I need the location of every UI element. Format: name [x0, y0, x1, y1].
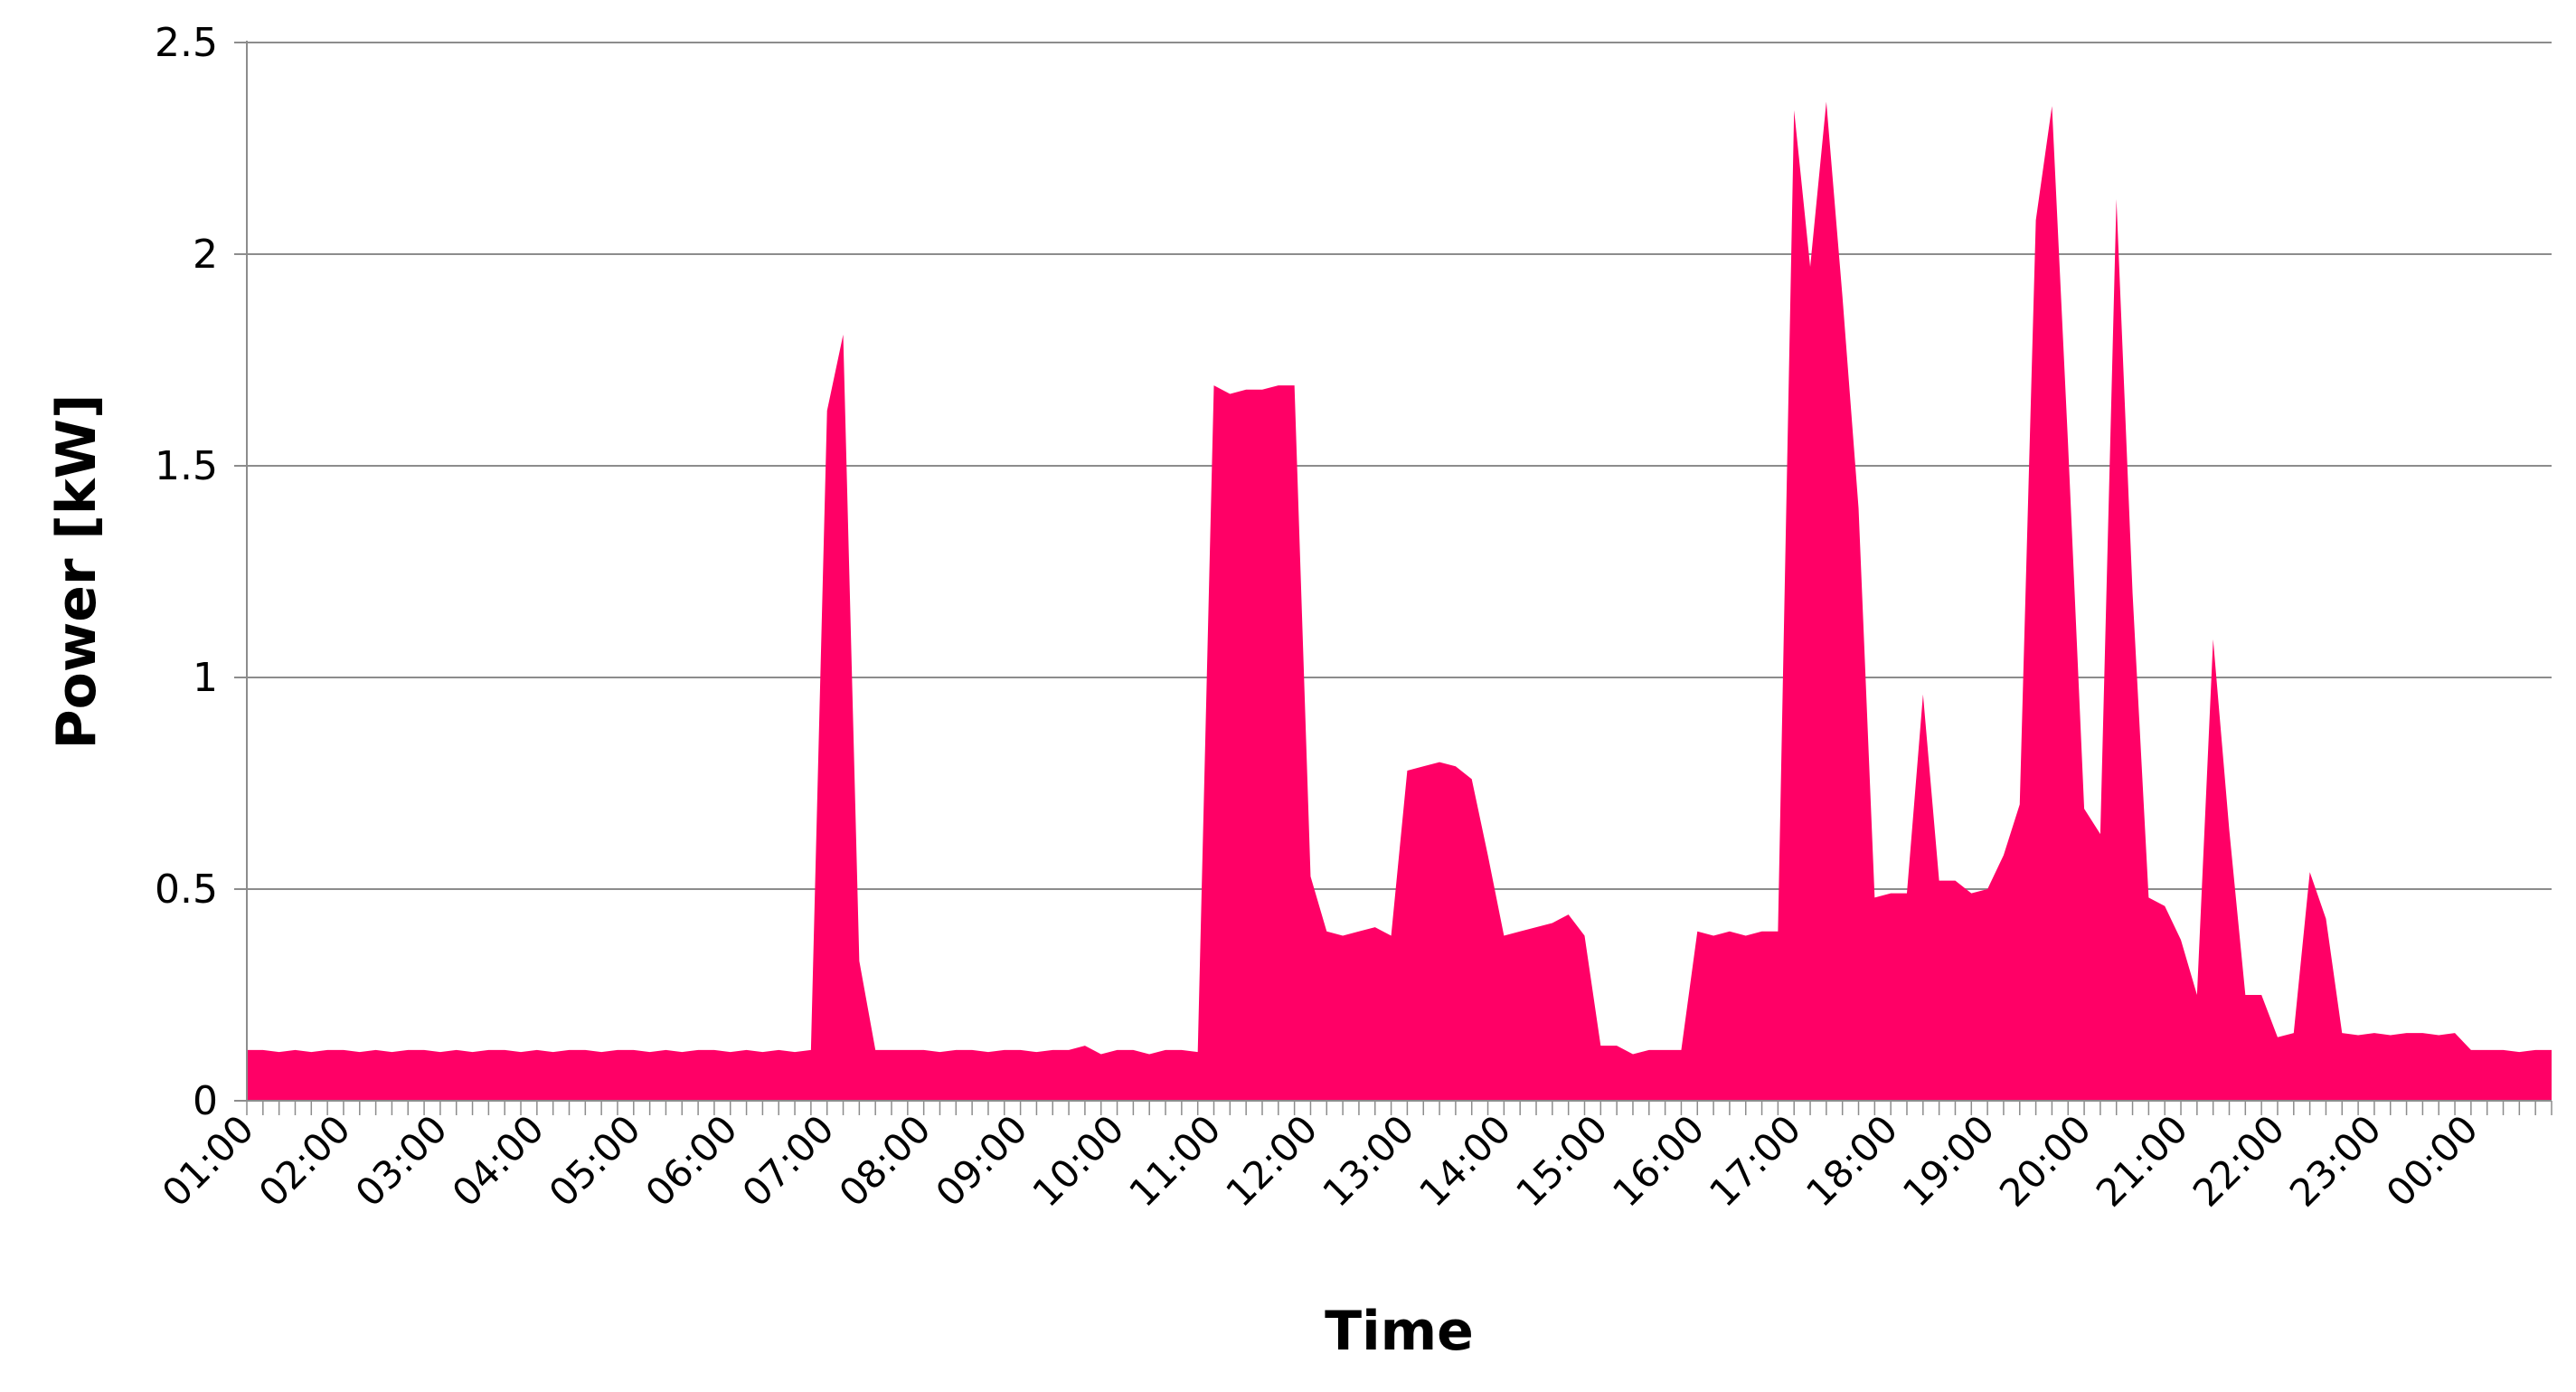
- gridlines: [247, 42, 2552, 890]
- x-tick-label-9: 10:00: [1024, 1106, 1132, 1215]
- x-axis-title: Time: [1325, 1300, 1474, 1363]
- x-tick-label-8: 09:00: [927, 1106, 1035, 1215]
- x-tick-label-2: 03:00: [347, 1106, 456, 1215]
- axes: [234, 41, 2552, 1115]
- x-tick-label-20: 21:00: [2088, 1106, 2196, 1215]
- x-tick-label-4: 05:00: [541, 1106, 649, 1215]
- x-tick-label-17: 18:00: [1798, 1106, 1906, 1215]
- y-tick-labels: 0 0.5 1 1.5 2 2.5: [155, 20, 218, 1124]
- x-tick-label-7: 08:00: [830, 1106, 939, 1215]
- y-tick-label-0: 0: [193, 1078, 218, 1124]
- y-tick-label-1: 0.5: [155, 866, 218, 913]
- y-tick-label-3: 1.5: [155, 443, 218, 489]
- x-tick-labels: 01:0002:0003:0004:0005:0006:0007:0008:00…: [154, 1106, 2486, 1215]
- x-tick-label-19: 20:00: [1991, 1106, 2099, 1215]
- x-tick-label-10: 11:00: [1120, 1106, 1229, 1215]
- x-tick-label-5: 06:00: [637, 1106, 746, 1215]
- x-tick-label-21: 22:00: [2184, 1106, 2293, 1215]
- x-tick-label-15: 16:00: [1604, 1106, 1713, 1215]
- x-tick-label-22: 23:00: [2281, 1106, 2390, 1215]
- power-area: [247, 101, 2552, 1101]
- y-axis-title: Power [kW]: [45, 394, 109, 750]
- y-tick-label-4: 2: [193, 232, 218, 278]
- x-tick-label-23: 00:00: [2378, 1106, 2486, 1215]
- x-tick-label-1: 02:00: [250, 1106, 359, 1215]
- x-tick-label-12: 13:00: [1314, 1106, 1422, 1215]
- x-tick-label-14: 15:00: [1507, 1106, 1616, 1215]
- x-tick-label-11: 12:00: [1217, 1106, 1326, 1215]
- x-tick-label-6: 07:00: [734, 1106, 843, 1215]
- y-tick-label-5: 2.5: [155, 20, 218, 66]
- x-tick-label-3: 04:00: [444, 1106, 552, 1215]
- x-tick-label-13: 14:00: [1411, 1106, 1519, 1215]
- area-series: [247, 101, 2552, 1101]
- x-tick-label-18: 19:00: [1894, 1106, 2003, 1215]
- x-tick-label-16: 17:00: [1701, 1106, 1809, 1215]
- y-tick-label-2: 1: [193, 655, 218, 701]
